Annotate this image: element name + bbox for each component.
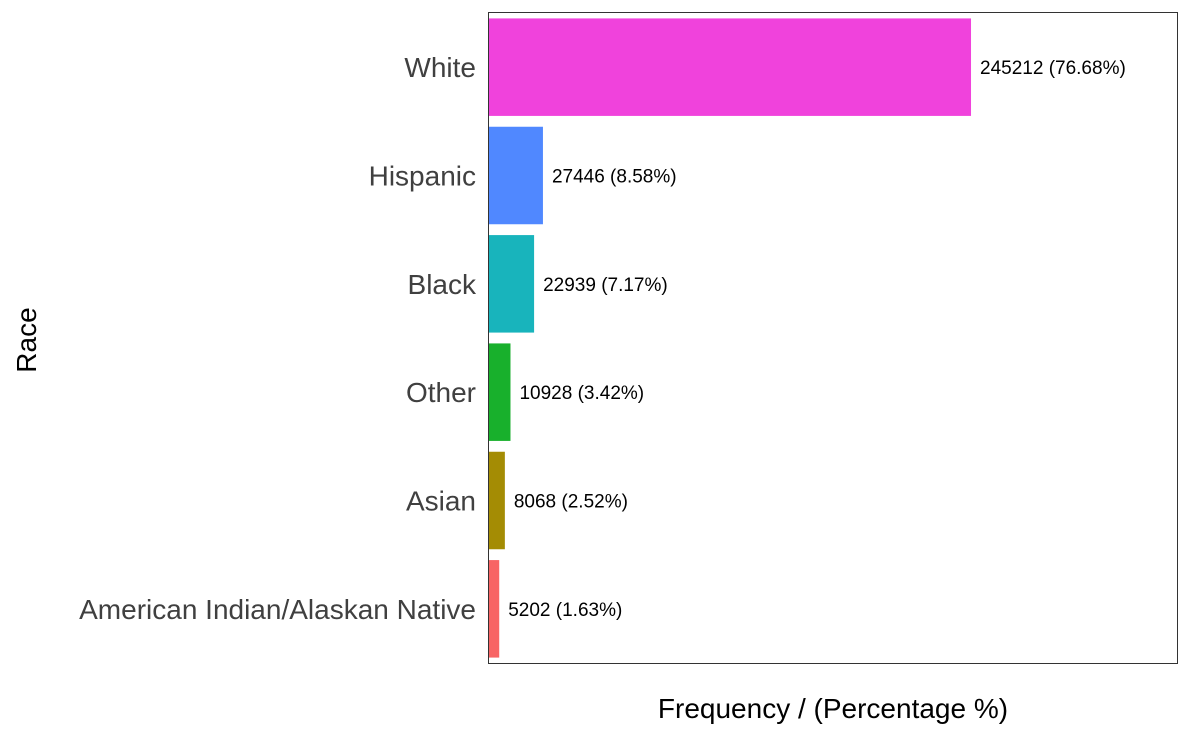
bars-layer [489, 18, 972, 658]
category-tick-label: Black [408, 269, 477, 300]
y-axis-title: Race [11, 307, 42, 372]
bar-asian [489, 451, 505, 550]
plot-panel-border [488, 12, 1178, 664]
bar-hispanic [489, 126, 543, 225]
data-label: 5202 (1.63%) [508, 600, 622, 621]
bar-black [489, 235, 535, 333]
data-label: 8068 (2.52%) [514, 492, 628, 513]
bar-other [489, 343, 511, 441]
data-label: 245212 (76.68%) [980, 58, 1126, 79]
labels-layer: 245212 (76.68%) White 27446 (8.58%) Hispani… [79, 52, 1126, 625]
bar-white [489, 18, 972, 116]
category-tick-label: Asian [406, 486, 476, 517]
data-label: 27446 (8.58%) [552, 167, 677, 188]
category-tick-label: Other [406, 377, 476, 408]
bar-american-indian-alaskan-native [489, 560, 500, 658]
category-tick-label: Hispanic [369, 161, 476, 192]
data-label: 10928 (3.42%) [519, 383, 644, 404]
data-label: 22939 (7.17%) [543, 275, 668, 296]
category-tick-label: White [404, 52, 476, 83]
x-axis-title: Frequency / (Percentage %) [658, 693, 1008, 724]
category-tick-label: American Indian/Alaskan Native [79, 594, 476, 625]
